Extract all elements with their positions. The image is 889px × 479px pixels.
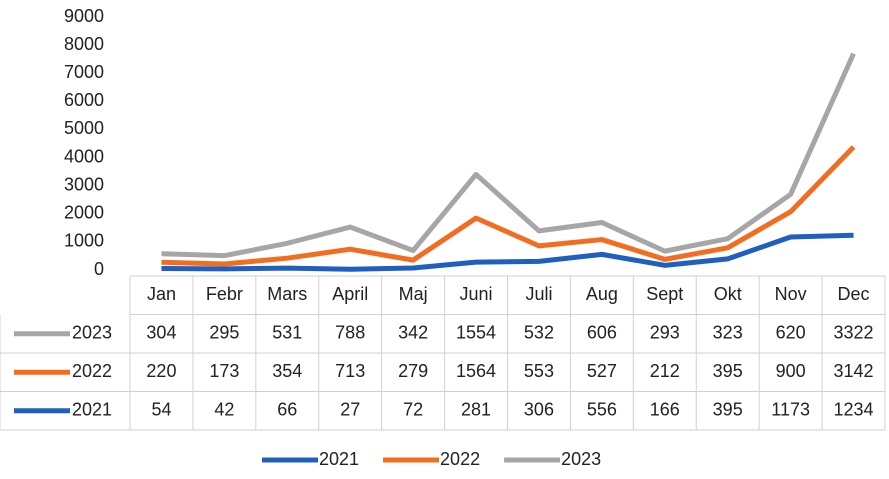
table-value: 395 <box>713 361 743 381</box>
table-value: 306 <box>524 400 554 420</box>
table-value: 788 <box>335 323 365 343</box>
x-tick-label: Okt <box>714 284 742 304</box>
y-tick-label: 1000 <box>64 231 104 251</box>
x-tick-label: Nov <box>775 284 807 304</box>
x-tick-label: Maj <box>399 284 428 304</box>
table-value: 295 <box>209 323 239 343</box>
table-value: 553 <box>524 361 554 381</box>
table-value: 166 <box>650 400 680 420</box>
table-value: 304 <box>146 323 176 343</box>
series-line <box>161 232 854 272</box>
table-value: 293 <box>650 323 680 343</box>
table-value: 556 <box>587 400 617 420</box>
table-value: 54 <box>151 400 171 420</box>
table-value: 212 <box>650 361 680 381</box>
y-tick-label: 4000 <box>64 146 104 166</box>
table-value: 66 <box>277 400 297 420</box>
table-value: 1564 <box>456 361 496 381</box>
x-tick-label: Febr <box>206 284 243 304</box>
x-tick-label: Mars <box>267 284 307 304</box>
table-value: 1234 <box>834 400 874 420</box>
table-value: 27 <box>340 400 360 420</box>
table-value: 42 <box>214 400 234 420</box>
x-tick-label: Juni <box>460 284 493 304</box>
legend-label: 2021 <box>319 449 359 469</box>
x-tick-label: Aug <box>586 284 618 304</box>
x-tick-label: Sept <box>646 284 683 304</box>
x-tick-label: Jan <box>147 284 176 304</box>
table-value: 281 <box>461 400 491 420</box>
x-tick-label: April <box>332 284 368 304</box>
y-tick-label: 3000 <box>64 174 104 194</box>
y-tick-label: 6000 <box>64 90 104 110</box>
table-value: 173 <box>209 361 239 381</box>
table-value: 1554 <box>456 323 496 343</box>
table-value: 395 <box>713 400 743 420</box>
table-value: 531 <box>272 323 302 343</box>
table-value: 900 <box>776 361 806 381</box>
y-tick-label: 9000 <box>64 6 104 26</box>
table-value: 1173 <box>771 400 810 420</box>
y-tick-label: 0 <box>94 259 104 279</box>
table-value: 3142 <box>834 361 874 381</box>
table-row-label: 2022 <box>72 361 112 381</box>
series-line <box>161 145 856 267</box>
table-value: 323 <box>713 323 743 343</box>
table-value: 532 <box>524 323 554 343</box>
table-value: 279 <box>398 361 428 381</box>
y-tick-label: 5000 <box>64 118 104 138</box>
table-value: 354 <box>272 361 302 381</box>
table-value: 606 <box>587 323 617 343</box>
table-value: 72 <box>403 400 423 420</box>
y-tick-label: 2000 <box>64 203 104 223</box>
table-row-label: 2021 <box>72 400 112 420</box>
y-tick-label: 7000 <box>64 62 104 82</box>
legend-label: 2023 <box>561 449 601 469</box>
table-value: 713 <box>335 361 365 381</box>
series-line <box>161 52 856 259</box>
table-value: 3322 <box>834 323 874 343</box>
y-tick-label: 8000 <box>64 34 104 54</box>
x-tick-label: Juli <box>525 284 552 304</box>
table-value: 620 <box>776 323 806 343</box>
table-value: 342 <box>398 323 428 343</box>
legend-label: 2022 <box>440 449 480 469</box>
table-value: 527 <box>587 361 617 381</box>
table-row-label: 2023 <box>72 323 112 343</box>
x-tick-label: Dec <box>838 284 870 304</box>
table-value: 220 <box>146 361 176 381</box>
